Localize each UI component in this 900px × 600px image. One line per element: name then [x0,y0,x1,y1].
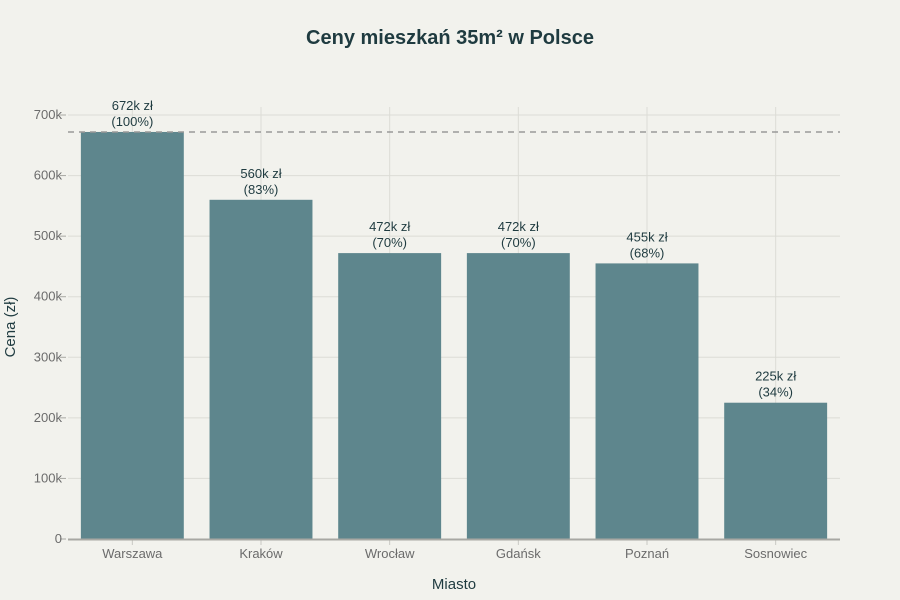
data-label-value: 472k zł [498,219,539,234]
bar-4 [466,253,570,540]
y-tick-label: 0 [55,531,62,546]
x-tick-label: Gdańsk [496,546,541,561]
x-axis-label: Miasto [432,576,476,593]
bars [80,131,828,540]
data-label-percent: (70%) [372,235,407,250]
bar-2 [209,199,313,540]
y-tick-label: 700k [34,107,63,122]
data-label-value: 560k zł [240,166,281,181]
x-tick-label: Warszawa [102,546,163,561]
y-tick-label: 400k [34,289,63,304]
y-axis-label: Cena (zł) [2,297,19,358]
data-labels: 672k zł(100%)560k zł(83%)472k zł(70%)472… [111,98,796,400]
data-label-percent: (68%) [630,245,665,260]
data-label-value: 225k zł [755,369,796,384]
y-tick-label: 600k [34,168,63,183]
y-tick-label: 300k [34,349,63,364]
data-label-percent: (83%) [244,182,279,197]
data-label-percent: (34%) [758,385,793,400]
data-label-value: 455k zł [626,229,667,244]
data-label-value: 472k zł [369,219,410,234]
bar-6 [724,402,828,539]
y-tick-label: 100k [34,470,63,485]
bar-5 [595,263,699,539]
x-tick-label: Wrocław [365,546,415,561]
bar-3 [338,253,442,540]
y-tick-label: 500k [34,228,63,243]
x-tick-label: Sosnowiec [744,546,807,561]
bar-1 [80,131,184,539]
data-label-percent: (70%) [501,235,536,250]
y-axis-ticks: 0 100k 200k 300k 400k 500k 600k 700k [34,107,66,546]
data-label-percent: (100%) [111,114,153,129]
data-label-value: 672k zł [112,98,153,113]
chart-title: Ceny mieszkań 35m² w Polsce [306,27,594,49]
x-axis-ticks: Warszawa Kraków Wrocław Gdańsk Poznań Sosnowi… [102,540,808,561]
y-tick-label: 200k [34,410,63,425]
x-tick-label: Kraków [239,546,283,561]
x-tick-label: Poznań [625,546,669,561]
